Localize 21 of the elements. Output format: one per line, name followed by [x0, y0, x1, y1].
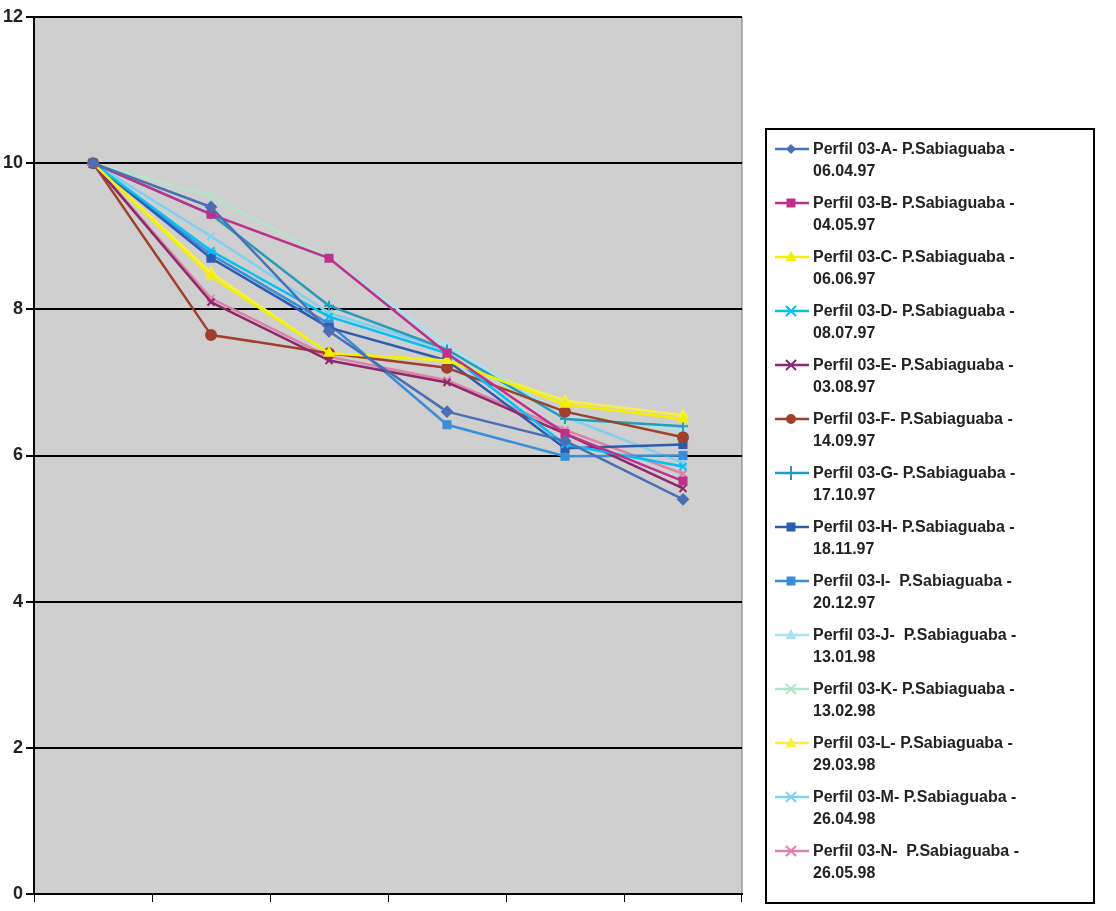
- legend-label: Perfil 03-N- P.Sabiaguaba - 26.05.98: [813, 841, 1020, 883]
- legend-label: Perfil 03-B- P.Sabiaguaba - 04.05.97: [813, 193, 1016, 235]
- legend-label: Perfil 03-I- P.Sabiaguaba - 20.12.97: [813, 571, 1013, 613]
- legend-label: Perfil 03-H- P.Sabiaguaba - 18.11.97: [813, 517, 1016, 559]
- legend-label: Perfil 03-G- P.Sabiaguaba - 17.10.97: [813, 463, 1017, 505]
- y-tick-label: 0: [13, 882, 24, 903]
- legend-label: Perfil 03-A- P.Sabiaguaba - 06.04.97: [813, 139, 1016, 181]
- legend-label: Perfil 03-D- P.Sabiaguaba - 08.07.97: [813, 301, 1016, 343]
- legend-label: Perfil 03-F- P.Sabiaguaba - 14.09.97: [813, 409, 1014, 451]
- y-tick-label: 6: [13, 444, 24, 465]
- legend-label: Perfil 03-E- P.Sabiaguaba - 03.08.97: [813, 355, 1015, 397]
- legend-label: Perfil 03-J- P.Sabiaguaba - 13.01.98: [813, 625, 1018, 667]
- y-tick-label: 12: [2, 5, 24, 26]
- legend-label: Perfil 03-L- P.Sabiaguaba - 29.03.98: [813, 733, 1014, 775]
- legend-label: Perfil 03-C- P.Sabiaguaba - 06.06.97: [813, 247, 1016, 289]
- y-tick-label: 10: [2, 152, 24, 173]
- legend-label: Perfil 03-K- P.Sabiaguaba - 13.02.98: [813, 679, 1016, 721]
- y-tick-label: 8: [13, 298, 24, 319]
- y-tick-label: 4: [13, 590, 24, 611]
- legend-label: Perfil 03-M- P.Sabiaguaba - 26.04.98: [813, 787, 1018, 829]
- y-tick-label: 2: [13, 736, 24, 757]
